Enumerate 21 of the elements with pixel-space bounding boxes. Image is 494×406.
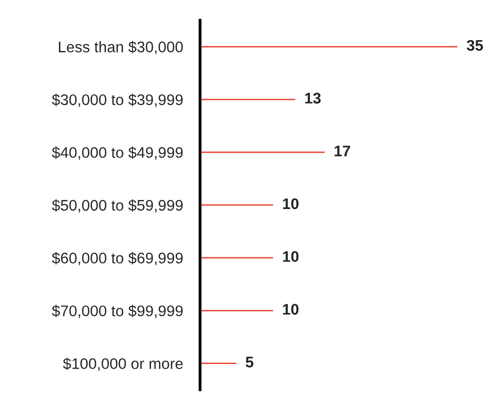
y-tick-label: $70,000 to $99,999 — [52, 304, 183, 318]
bar — [200, 256, 274, 260]
bar — [200, 308, 274, 313]
data-label: 10 — [283, 198, 298, 210]
bar — [200, 97, 297, 102]
y-tick-label: $60,000 to $69,999 — [52, 252, 183, 266]
data-label: 17 — [334, 146, 350, 156]
bar — [200, 44, 459, 49]
y-tick-label: Less than $30,000 — [58, 40, 183, 54]
y-tick-label: $100,000 or more — [62, 358, 183, 371]
y-tick-label: $40,000 to $49,999 — [52, 146, 183, 160]
data-label: 5 — [246, 356, 254, 368]
data-label: 13 — [305, 92, 321, 104]
data-label: 10 — [283, 304, 298, 315]
data-label: 35 — [466, 40, 483, 51]
bar — [200, 203, 274, 208]
y-tick-label: $30,000 to $39,999 — [52, 94, 183, 107]
bar — [200, 150, 326, 154]
y-tick-label: $50,000 to $59,999 — [52, 199, 183, 213]
data-label: 10 — [283, 251, 298, 262]
bar — [200, 361, 238, 366]
